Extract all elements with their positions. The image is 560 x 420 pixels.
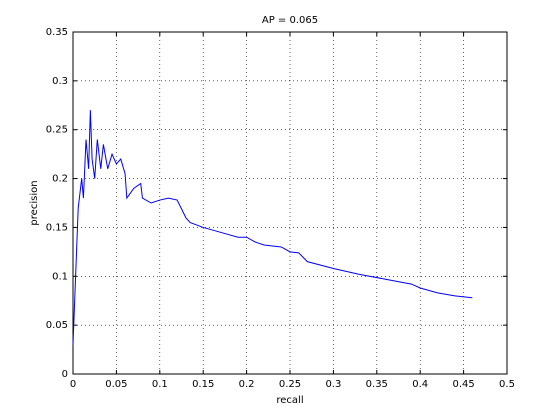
y-tick-label: 0.15 — [46, 222, 68, 233]
x-tick-label: 0.3 — [325, 379, 341, 390]
y-tick-label: 0 — [62, 369, 68, 380]
x-tick-label: 0.1 — [152, 379, 168, 390]
y-tick-label: 0.3 — [52, 76, 68, 87]
y-tick-label: 0.35 — [46, 27, 68, 38]
x-tick-label: 0.2 — [239, 379, 255, 390]
axes-box — [72, 31, 508, 375]
y-tick-label: 0.25 — [46, 125, 68, 136]
x-tick-label: 0.25 — [279, 379, 301, 390]
y-tick-label: 0.1 — [52, 271, 68, 282]
x-axis-label: recall — [276, 395, 303, 406]
chart-title: AP = 0.065 — [262, 15, 318, 26]
y-tick-label: 0.2 — [52, 174, 68, 185]
x-tick-label: 0.5 — [499, 379, 515, 390]
data-line — [72, 110, 473, 345]
x-tick-label: 0 — [70, 379, 76, 390]
y-axis-label: precision — [29, 180, 40, 225]
y-tick-label: 0.05 — [46, 320, 68, 331]
x-tick-label: 0.05 — [105, 379, 127, 390]
x-tick-label: 0.45 — [452, 379, 474, 390]
x-tick-label: 0.15 — [192, 379, 214, 390]
x-tick-label: 0.35 — [366, 379, 388, 390]
x-tick-label: 0.4 — [412, 379, 428, 390]
